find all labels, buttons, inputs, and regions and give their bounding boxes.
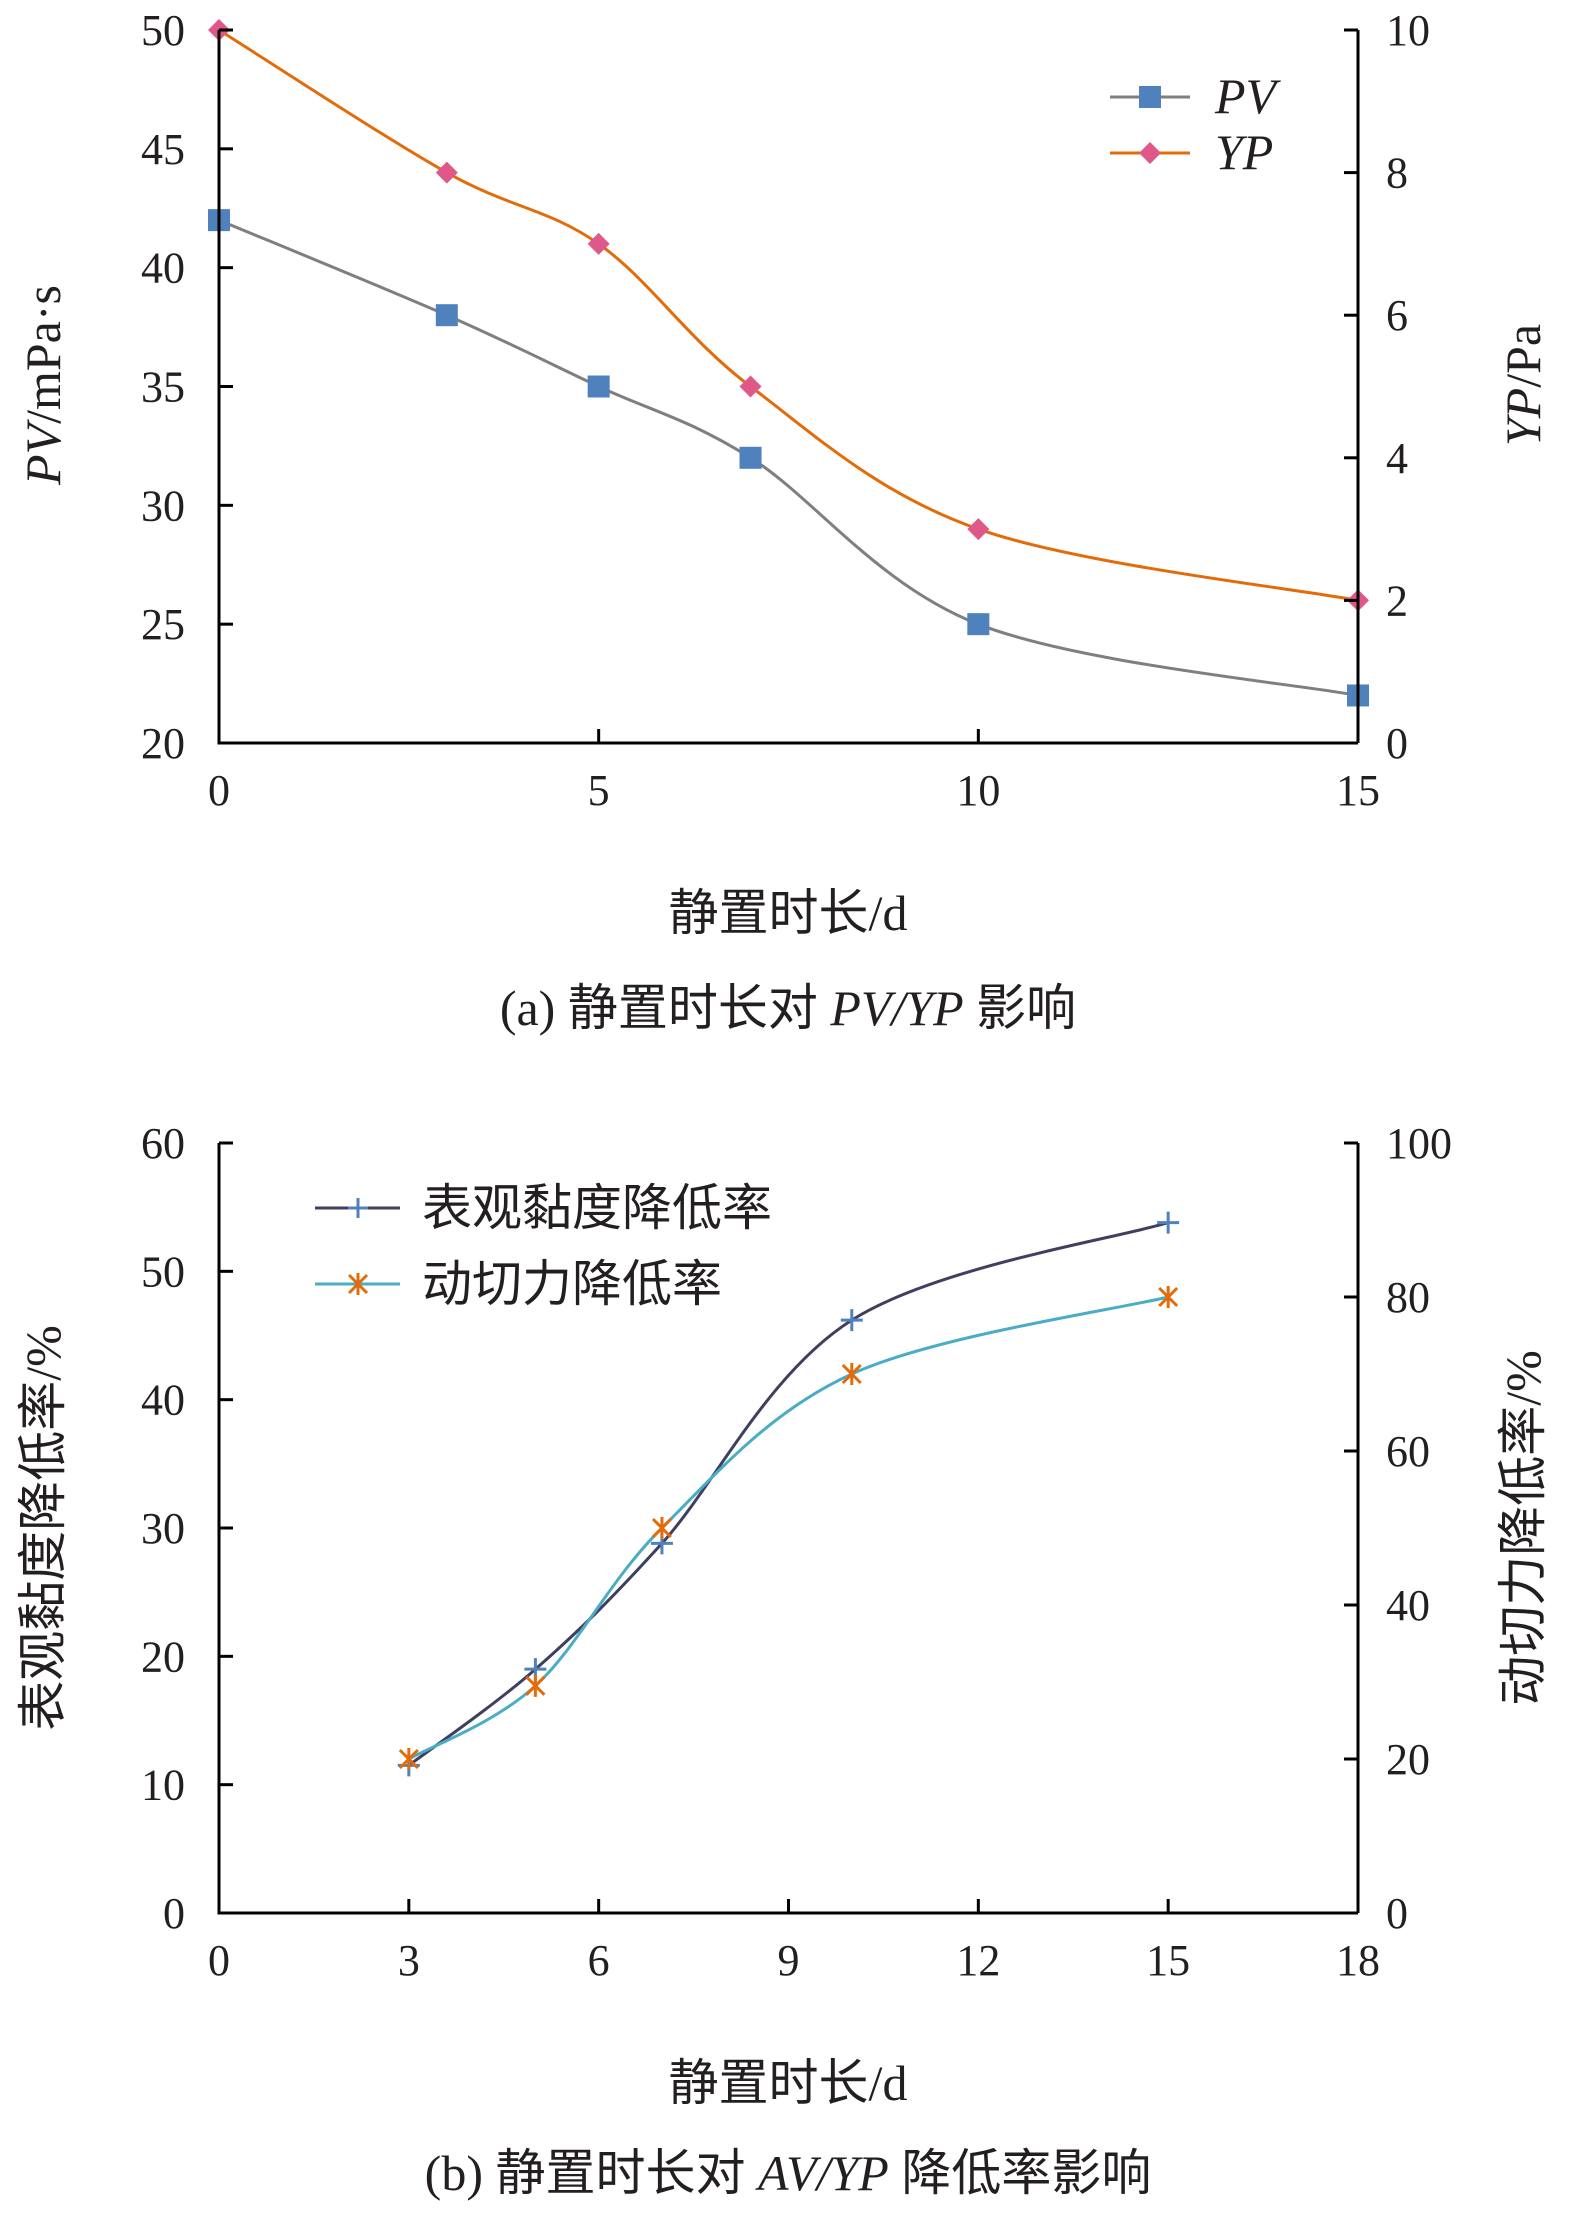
chart-a-series-1-point [435, 161, 458, 184]
chart-a-x-axis-title: 静置时长/d [669, 885, 908, 941]
chart-a-caption-italic: PV/YP [829, 980, 963, 1036]
chart-a-y-axis-title: PV/mPa·s [15, 285, 71, 486]
chart-a-y-tick-label: 20 [141, 719, 185, 768]
chart-a-y2-tick-label: 4 [1386, 434, 1408, 483]
chart-b-y-axis-title: 表观黏度降低率/% [15, 1325, 71, 1731]
chart-a-legend: PV YP [1110, 68, 1282, 180]
chart-b-x-tick-label: 12 [956, 1936, 1000, 1985]
chart-a-y-axis-title-unit: /mPa·s [15, 285, 71, 424]
chart-b-series-0-line [407, 1221, 1169, 1767]
chart-b-y-tick-label: 0 [163, 1889, 185, 1938]
chart-b-caption-italic: AV/YP [755, 2145, 889, 2201]
chart-a-y2-tick-label: 0 [1386, 719, 1408, 768]
chart-a-series-0-point [739, 446, 762, 469]
chart-a-series-1-point [587, 232, 610, 255]
chart-b-x-tick-label: 18 [1336, 1936, 1380, 1985]
legend-yp-label: YP [1215, 124, 1273, 180]
chart-b-series-1-point [398, 1748, 419, 1770]
chart-b-caption-suffix: 降低率影响 [889, 2145, 1152, 2201]
legend-av-marker [348, 1198, 368, 1218]
chart-a-caption: (a) 静置时长对 PV/YP 影响 [500, 980, 1076, 1036]
chart-a: 0 5 10 15 20 25 30 35 40 45 50 0 2 4 6 8 10 PV YP 静置时长/d… [15, 6, 1551, 1036]
chart-b-caption: (b) 静置时长对 AV/YP 降低率影响 [425, 2145, 1152, 2201]
chart-a-x-tick-label: 0 [208, 766, 230, 815]
chart-b-series-1-point [651, 1517, 673, 1539]
chart-b-series-0-point [1157, 1211, 1180, 1234]
chart-a-y-tick-label: 40 [141, 244, 185, 293]
chart-b-x-tick-label: 3 [398, 1936, 420, 1985]
chart-a-series-0-line [218, 218, 1359, 697]
chart-b-caption-prefix: (b) 静置时长对 [425, 2145, 758, 2201]
chart-a-x-tick-label: 5 [588, 766, 610, 815]
chart-b-y2-tick-label: 60 [1386, 1427, 1430, 1476]
chart-b-series-0-point [840, 1309, 863, 1332]
chart-a-axes [217, 30, 1360, 745]
chart-b-y2-tick-label: 20 [1386, 1735, 1430, 1784]
chart-b-series-1-line [408, 1295, 1169, 1761]
chart-a-series-1-point [739, 375, 762, 398]
chart-a-y-tick-label: 25 [141, 600, 185, 649]
chart-a-y-tick-label: 35 [141, 363, 185, 412]
legend-av-label: 表观黏度降低率 [422, 1180, 772, 1236]
chart-a-caption-prefix: (a) 静置时长对 [500, 980, 831, 1036]
chart-a-y2-tick-label: 2 [1386, 576, 1408, 625]
chart-b-y-tick-label: 10 [141, 1761, 185, 1810]
chart-a-y-tick-label: 30 [141, 481, 185, 530]
chart-b-y-tick-label: 50 [141, 1247, 185, 1296]
chart-b-y2-axis-title: 动切力降低率/% [1495, 1350, 1551, 1706]
chart-a-y-tick-label: 50 [141, 6, 185, 55]
chart-b-x-tick-label: 9 [778, 1936, 800, 1985]
chart-a-y2-tick-label: 10 [1386, 6, 1430, 55]
chart-a-ticks: 0 5 10 15 20 25 30 35 40 45 50 0 2 4 6 8 10 [141, 6, 1430, 815]
chart-a-x-tick-label: 10 [956, 766, 1000, 815]
chart-b-series [397, 1211, 1180, 1777]
chart-b-y-tick-label: 40 [141, 1376, 185, 1425]
chart-a-series-1-point [967, 518, 990, 541]
chart-a-x-tick-label: 15 [1336, 766, 1380, 815]
chart-a-series [208, 19, 1369, 707]
chart-b-y2-tick-label: 80 [1386, 1273, 1430, 1322]
chart-a-caption-suffix: 影响 [964, 980, 1077, 1036]
legend-yp-rate-label: 动切力降低率 [422, 1256, 722, 1312]
chart-b-y-tick-label: 20 [141, 1632, 185, 1681]
chart-b-x-tick-label: 6 [588, 1936, 610, 1985]
chart-a-y2-axis-title-unit: /Pa [1495, 324, 1551, 388]
chart-a-y2-axis-title-symbol: YP [1495, 388, 1551, 446]
chart-b-legend: 表观黏度降低率 动切力降低率 [315, 1180, 772, 1312]
chart-b-x-axis-title: 静置时长/d [669, 2055, 908, 2111]
chart-a-series-0-point [967, 613, 990, 636]
chart-a-y2-tick-label: 8 [1386, 149, 1408, 198]
chart-a-series-0-point [587, 375, 610, 398]
chart-b-series-1-point [841, 1363, 862, 1385]
legend-yp-rate-marker [347, 1273, 369, 1295]
chart-b-y2-tick-label: 100 [1386, 1119, 1452, 1168]
chart-b-series-1-point [525, 1674, 546, 1697]
chart-a-y2-tick-label: 6 [1386, 291, 1408, 340]
chart-a-series-1-line [218, 28, 1359, 602]
chart-a-y2-axis-title: YP/Pa [1495, 324, 1551, 446]
chart-a-y-tick-label: 45 [141, 125, 185, 174]
chart-b-y-tick-label: 30 [141, 1504, 185, 1553]
chart-b-series-1-point [1158, 1286, 1179, 1308]
chart-b-y2-tick-label: 0 [1386, 1889, 1408, 1938]
chart-a-series-0-point [435, 304, 458, 327]
legend-yp-marker [1139, 142, 1161, 164]
chart-b-x-tick-label: 0 [208, 1936, 230, 1985]
chart-b-axes [217, 1143, 1360, 1915]
chart-b-y2-tick-label: 40 [1386, 1581, 1430, 1630]
chart-a-y-axis-title-symbol: PV [15, 418, 71, 486]
legend-pv-marker [1139, 86, 1161, 108]
chart-b-y-tick-label: 60 [141, 1119, 185, 1168]
chart-b-x-tick-label: 15 [1146, 1936, 1190, 1985]
legend-pv-label: PV [1214, 68, 1282, 124]
